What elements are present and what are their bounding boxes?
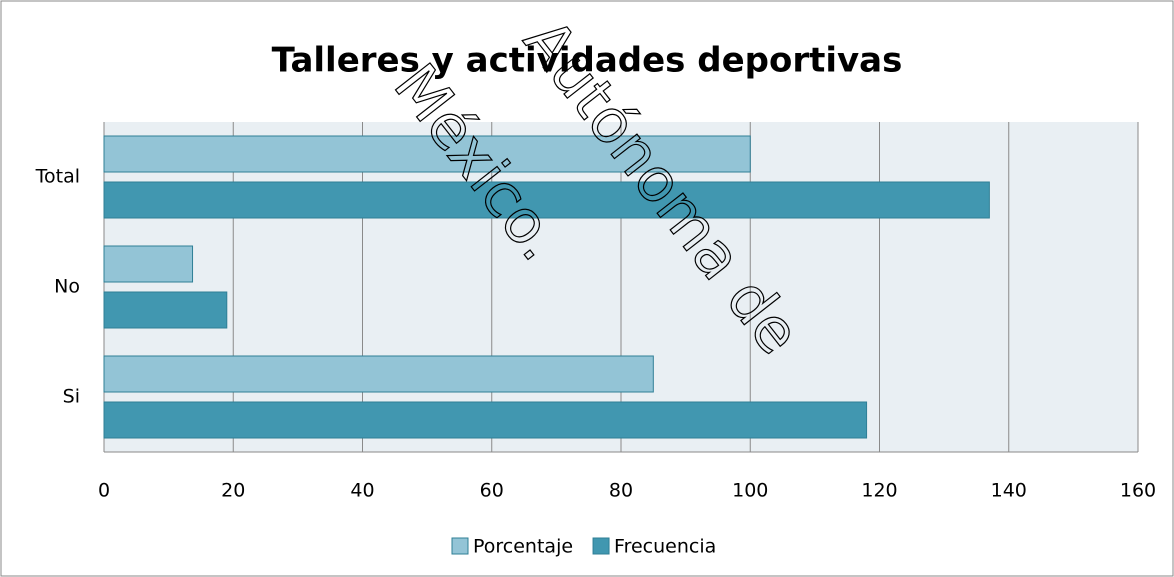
bar <box>103 401 868 439</box>
x-tick-label: 60 <box>480 480 504 502</box>
x-tick-label: 20 <box>221 480 245 502</box>
bar <box>103 245 194 283</box>
bar <box>103 355 654 393</box>
bar <box>103 135 751 173</box>
y-tick-label: Si <box>63 386 80 408</box>
y-tick-label: Total <box>35 166 80 188</box>
chart-title: Talleres y actividades deportivas <box>272 41 903 81</box>
legend-swatch <box>451 537 469 555</box>
x-tick-label: 120 <box>861 480 897 502</box>
x-tick-label: 80 <box>609 480 633 502</box>
bar <box>103 291 228 329</box>
legend-swatch <box>592 537 610 555</box>
bar <box>103 181 990 219</box>
x-tick-label: 0 <box>98 480 110 502</box>
x-tick-label: 100 <box>732 480 768 502</box>
legend-label: Frecuencia <box>614 536 716 558</box>
legend-label: Porcentaje <box>473 536 573 558</box>
x-tick-label: 140 <box>991 480 1027 502</box>
x-tick-label: 40 <box>350 480 374 502</box>
y-tick-label: No <box>54 276 80 298</box>
x-tick-label: 160 <box>1120 480 1156 502</box>
